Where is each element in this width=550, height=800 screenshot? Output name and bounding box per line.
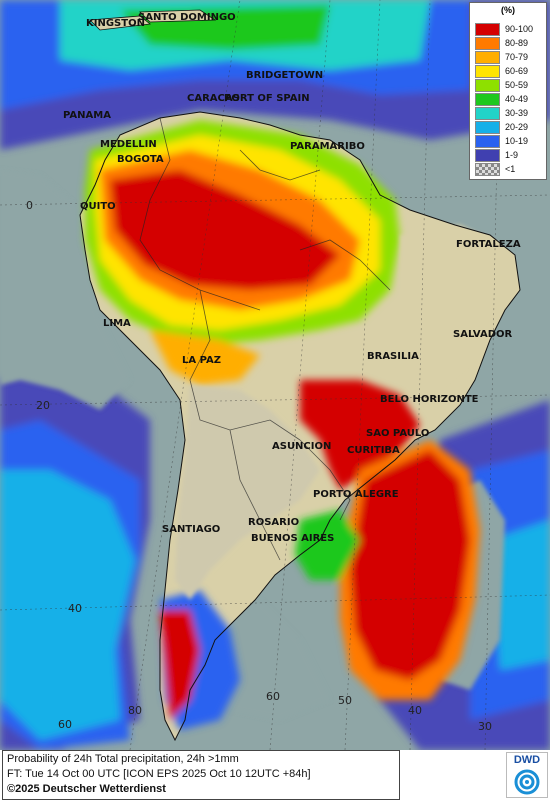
legend-unit: (%) [501, 5, 515, 15]
legend-row: <1 [475, 163, 545, 176]
legend-swatch [475, 23, 500, 36]
legend-label: 60-69 [505, 66, 529, 76]
legend-row: 70-79 [475, 51, 545, 64]
legend-swatch [475, 107, 500, 120]
legend-label: 1-9 [505, 150, 519, 160]
city-curitiba: CURITIBA [347, 445, 400, 456]
caribbean-islands [89, 9, 217, 31]
precipitation-probability-map: 0 20 40 60 80 60 50 40 30 KINGSTON SANTO… [0, 0, 550, 750]
legend-label: <1 [505, 164, 516, 174]
graticule [0, 0, 550, 750]
legend-swatch-checker [475, 163, 500, 176]
legend-row: 80-89 [475, 37, 545, 50]
city-rosario: ROSARIO [248, 517, 299, 528]
lon-label-30: 30 [478, 720, 492, 733]
caption-forecast-time: FT: Tue 14 Oct 00 UTC [ICON EPS 2025 Oct… [7, 768, 311, 780]
caption-box: Probability of 24h Total precipitation, … [2, 750, 400, 800]
legend-swatch [475, 65, 500, 78]
legend-swatch [475, 93, 500, 106]
legend-row: 90-100 [475, 23, 545, 36]
legend-row: 60-69 [475, 65, 545, 78]
city-medellin: MEDELLIN [100, 139, 157, 150]
city-la-paz: LA PAZ [182, 355, 221, 366]
legend-swatch [475, 135, 500, 148]
legend-row: 30-39 [475, 107, 545, 120]
lat-label-20: 20 [36, 399, 50, 412]
dry-land-patches [175, 225, 510, 600]
city-fortaleza: FORTALEZA [456, 239, 521, 250]
lon-label-60: 60 [266, 690, 280, 703]
legend-label: 20-29 [505, 122, 529, 132]
legend-label: 10-19 [505, 136, 529, 146]
legend-label: 70-79 [505, 52, 529, 62]
lon-label-40: 40 [408, 704, 422, 717]
city-kingston: KINGSTON [86, 18, 145, 29]
city-salvador: SALVADOR [453, 329, 513, 340]
city-belo-horizonte: BELO HORIZONTE [380, 394, 479, 405]
precip-land-zones [85, 120, 480, 730]
legend-swatch [475, 51, 500, 64]
city-porto-alegre: PORTO ALEGRE [313, 489, 399, 500]
city-buenos-aires: BUENOS AIRES [251, 533, 334, 544]
city-santiago: SANTIAGO [162, 524, 220, 535]
lon-label-80: 80 [128, 704, 142, 717]
city-bridgetown: BRIDGETOWN [246, 70, 323, 81]
legend-row: 1-9 [475, 149, 545, 162]
city-sao-paulo: SAO PAULO [366, 428, 429, 439]
dwd-swirl-icon [514, 769, 540, 795]
legend-row: 10-19 [475, 135, 545, 148]
legend-label: 80-89 [505, 38, 529, 48]
lat-label-40: 40 [68, 602, 82, 615]
legend-row: 20-29 [475, 121, 545, 134]
legend-row: 40-49 [475, 93, 545, 106]
city-labels: KINGSTON SANTO DOMINGO BRIDGETOWN CARACA… [63, 12, 521, 544]
city-lima: LIMA [103, 318, 131, 329]
city-quito: QUITO [80, 201, 116, 212]
legend-label: 30-39 [505, 108, 529, 118]
city-bogota: BOGOTA [117, 154, 164, 165]
city-asuncion: ASUNCION [272, 441, 331, 452]
legend-label: 40-49 [505, 94, 529, 104]
city-brasilia: BRASILIA [367, 351, 419, 362]
footer: Probability of 24h Total precipitation, … [0, 750, 550, 800]
lon-label-50: 50 [338, 694, 352, 707]
city-panama: PANAMA [63, 110, 111, 121]
legend-label: 90-100 [505, 24, 534, 34]
city-caracas: CARACAS [187, 93, 240, 104]
city-port-of-spain: PORT OF SPAIN [224, 93, 310, 104]
country-borders [139, 117, 391, 561]
legend: (%) 90-100 80-89 70-79 60-69 50-59 40-49… [469, 2, 547, 180]
lat-label-60: 60 [58, 718, 72, 731]
lat-label-0: 0 [26, 199, 33, 212]
city-paramaribo: PARAMARIBO [290, 141, 365, 152]
legend-swatch [475, 37, 500, 50]
caption-copyright: ©2025 Deutscher Wetterdienst [7, 783, 166, 795]
city-santo-domingo: SANTO DOMINGO [138, 12, 236, 23]
legend-swatch [475, 121, 500, 134]
dwd-logo-text: DWD [513, 754, 541, 766]
legend-row: 50-59 [475, 79, 545, 92]
legend-swatch [475, 79, 500, 92]
caption-title: Probability of 24h Total precipitation, … [7, 753, 239, 765]
legend-swatch [475, 149, 500, 162]
legend-label: 50-59 [505, 80, 529, 90]
dwd-logo: DWD [506, 752, 548, 798]
coastline [79, 111, 521, 742]
